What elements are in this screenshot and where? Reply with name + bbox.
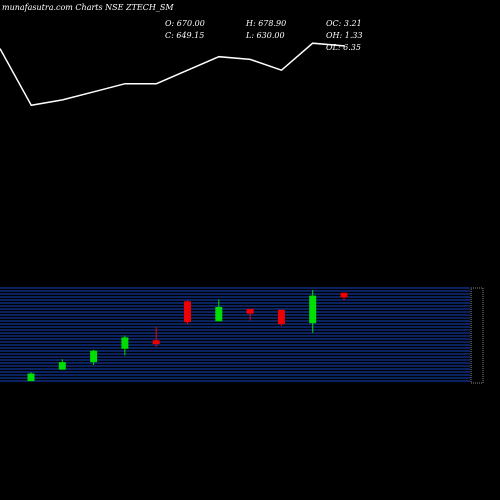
candle-body: [184, 301, 191, 323]
candle-body: [90, 350, 98, 363]
oc-value: OC: 3.21: [326, 19, 362, 28]
candle-body: [215, 307, 223, 322]
candle-10: [309, 289, 317, 333]
price-axis-scale: [470, 287, 484, 384]
candle-body: [152, 340, 160, 345]
oh-value: OH: 1.33: [326, 31, 363, 40]
chart-title: munafasutra.com Charts NSE ZTECH_SM: [2, 3, 174, 12]
candle-7: [215, 299, 223, 322]
candle-body: [121, 337, 129, 349]
candle-body: [246, 308, 254, 314]
high-value: H: 678.90: [246, 19, 287, 28]
price-axis: [470, 287, 484, 384]
candle-3: [90, 349, 98, 365]
candle-body: [58, 362, 66, 370]
candle-1: [27, 372, 35, 382]
candle-5: [152, 326, 160, 347]
candle-body: [309, 295, 317, 324]
candle-9: [277, 309, 285, 326]
candle-grid: [0, 287, 470, 382]
candle-body: [277, 309, 285, 325]
candle-8: [246, 308, 254, 321]
low-value: L: 630.00: [246, 31, 285, 40]
ol-value: OL: 6.35: [326, 43, 361, 52]
price-line: [0, 42, 345, 107]
line-chart: [0, 42, 345, 107]
close-value: C: 649.15: [165, 31, 205, 40]
candle-6: [184, 300, 191, 325]
open-value: O: 670.00: [165, 19, 205, 28]
candle-4: [121, 335, 129, 356]
candle-body: [27, 373, 35, 382]
candle-body: [340, 292, 348, 298]
candle-2: [58, 359, 66, 370]
candlestick-chart: [27, 289, 348, 382]
candle-11: [340, 292, 348, 301]
